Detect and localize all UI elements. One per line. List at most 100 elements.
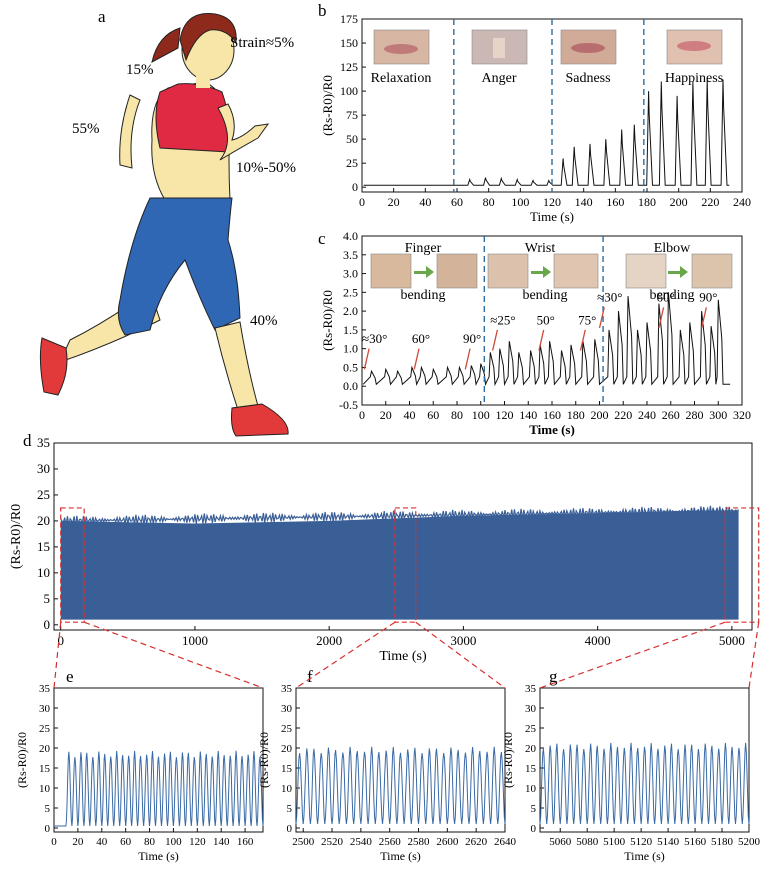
y-axis-label: (Rs-R0)/R0 — [9, 504, 24, 569]
runner-shorts — [117, 197, 241, 336]
annotation-arrow — [363, 348, 370, 370]
panel-d: d 0 1000 2000 3000 4000 5000 0 5 10 15 20 25 30 35 Tim… — [9, 431, 760, 664]
y-tick-label: -0.5 — [339, 398, 358, 412]
x-tick-label: 300 — [709, 408, 727, 422]
runner-hair — [179, 13, 237, 62]
y-tick-label: 35 — [281, 683, 293, 695]
x-tick-label: 120 — [543, 195, 561, 209]
plot-frame — [295, 687, 506, 833]
series-line-g — [539, 742, 750, 825]
x-tick-label: 2600 — [436, 836, 459, 848]
x-tick-label: 0 — [57, 633, 64, 648]
runner-back-shoe — [39, 337, 68, 396]
x-tick-label: 5140 — [657, 836, 680, 848]
zoom-connector-lines — [53, 621, 760, 689]
x-tick-label: 0 — [359, 408, 365, 422]
y-tick-label: 125 — [340, 60, 358, 74]
angle-annotation: ≈30° — [597, 290, 622, 305]
strain-label-torso: 55% — [72, 121, 100, 137]
x-tick-label: 2580 — [408, 836, 431, 848]
y-tick-label: 10 — [37, 565, 50, 580]
chart-g-plot: 5060 5080 5100 5120 5140 5160 5180 5200 0 5 10 15 20… — [501, 683, 761, 863]
panel-label-a: a — [98, 7, 106, 26]
y-tick-label: 30 — [525, 703, 537, 715]
zoom-connector — [748, 622, 760, 689]
x-tick-label: 5080 — [576, 836, 599, 848]
runner-front-arm — [217, 103, 270, 161]
y-tick-label: 1.0 — [343, 342, 358, 356]
y-tick-label: 5 — [531, 803, 537, 815]
y-tick-label: 0 — [531, 823, 537, 835]
y-tick-label: 35 — [37, 435, 50, 450]
y-tick-label: 100 — [340, 84, 358, 98]
x-tick-label: 5060 — [549, 836, 572, 848]
x-tick-label: 80 — [451, 408, 463, 422]
runner-back-arm — [119, 94, 141, 169]
angle-annotation: ≈30° — [362, 331, 387, 346]
y-tick-label: 50 — [346, 132, 358, 146]
x-tick-label: 1000 — [182, 633, 208, 648]
x-tick-label: 3000 — [450, 633, 476, 648]
x-tick-label: 2000 — [316, 633, 342, 648]
angle-annotation: 90° — [463, 331, 481, 346]
y-tick-label: 15 — [281, 763, 293, 775]
x-tick-label: 20 — [380, 408, 392, 422]
chart-c-plot: 0 20 40 60 80 100 120 140 160 180 200 220 240 260 280 3… — [320, 229, 751, 437]
y-tick-label: 30 — [281, 703, 293, 715]
y-tick-label: 20 — [37, 513, 50, 528]
y-tick-label: 15 — [39, 763, 51, 775]
y-tick-label: 175 — [340, 12, 358, 26]
y-tick-label: 25 — [346, 156, 358, 170]
x-tick-label: 2500 — [292, 836, 315, 848]
y-tick-label: 10 — [39, 783, 51, 795]
plot-frame — [53, 442, 753, 631]
runner-neck — [196, 74, 210, 88]
y-tick-label: 20 — [281, 743, 293, 755]
panel-e: e 0 20 40 60 80 100 120 140 160 0 5 10 15 20 25 30 35 Tim… — [15, 667, 264, 863]
x-tick-label: 180 — [567, 408, 585, 422]
photo-label-elbow: Elbow — [654, 241, 691, 256]
panel-f: f 2500 2520 2540 2560 2580 2600 2620 2640051015… — [257, 667, 517, 863]
photo-finger: Finger bending — [370, 241, 478, 303]
panel-label-d: d — [23, 431, 32, 450]
x-tick-label: 120 — [496, 408, 514, 422]
y-axis-label: (Rs-R0)/R0 — [257, 732, 271, 788]
panel-label-c: c — [318, 229, 326, 248]
x-tick-label: 60 — [427, 408, 439, 422]
y-tick-label: 0 — [352, 180, 358, 194]
y-tick-label: 35 — [525, 683, 537, 695]
x-tick-label: 200 — [591, 408, 609, 422]
y-tick-label: 5 — [44, 591, 51, 606]
x-tick-label: 2540 — [350, 836, 373, 848]
y-tick-label: 15 — [37, 539, 50, 554]
x-tick-label: 5200 — [738, 836, 761, 848]
y-tick-label: 5 — [287, 803, 293, 815]
photo-label-happiness: Happiness — [665, 71, 723, 86]
x-tick-label: 100 — [511, 195, 529, 209]
zoom-box — [60, 507, 85, 623]
y-tick-label: 30 — [37, 461, 50, 476]
x-tick-label: 5180 — [711, 836, 734, 848]
annotation-arrow — [538, 329, 545, 351]
runner-illustration — [39, 13, 289, 437]
x-tick-label: 240 — [638, 408, 656, 422]
x-tick-label: 320 — [733, 408, 751, 422]
panel-c: c Finger bending Wrist bending Elbow ben… — [318, 229, 751, 437]
zoom-connector — [539, 621, 726, 689]
x-tick-label: 260 — [662, 408, 680, 422]
photo-wrist: Wrist bending — [487, 241, 599, 303]
area-fill-d — [60, 510, 739, 620]
panel-b: b Relaxation Anger Sadness Happiness 0 20… — [318, 1, 751, 224]
x-tick-label: 140 — [519, 408, 537, 422]
photo-label-sadness: Sadness — [565, 71, 610, 86]
x-tick-label: 280 — [686, 408, 704, 422]
photo-elbow: Elbow bending — [625, 241, 733, 303]
chart-e-plot: 0 20 40 60 80 100 120 140 160 0 5 10 15 20 25 30 35 Time … — [15, 683, 264, 863]
zoom-box — [724, 507, 760, 623]
angle-annotation: 90° — [699, 290, 717, 305]
photo-label-wrist-bending: bending — [522, 288, 567, 303]
x-tick-label: 2620 — [465, 836, 488, 848]
y-tick-label: 5 — [45, 803, 51, 815]
y-tick-label: 25 — [39, 723, 51, 735]
photo-sadness: Sadness — [560, 29, 617, 86]
